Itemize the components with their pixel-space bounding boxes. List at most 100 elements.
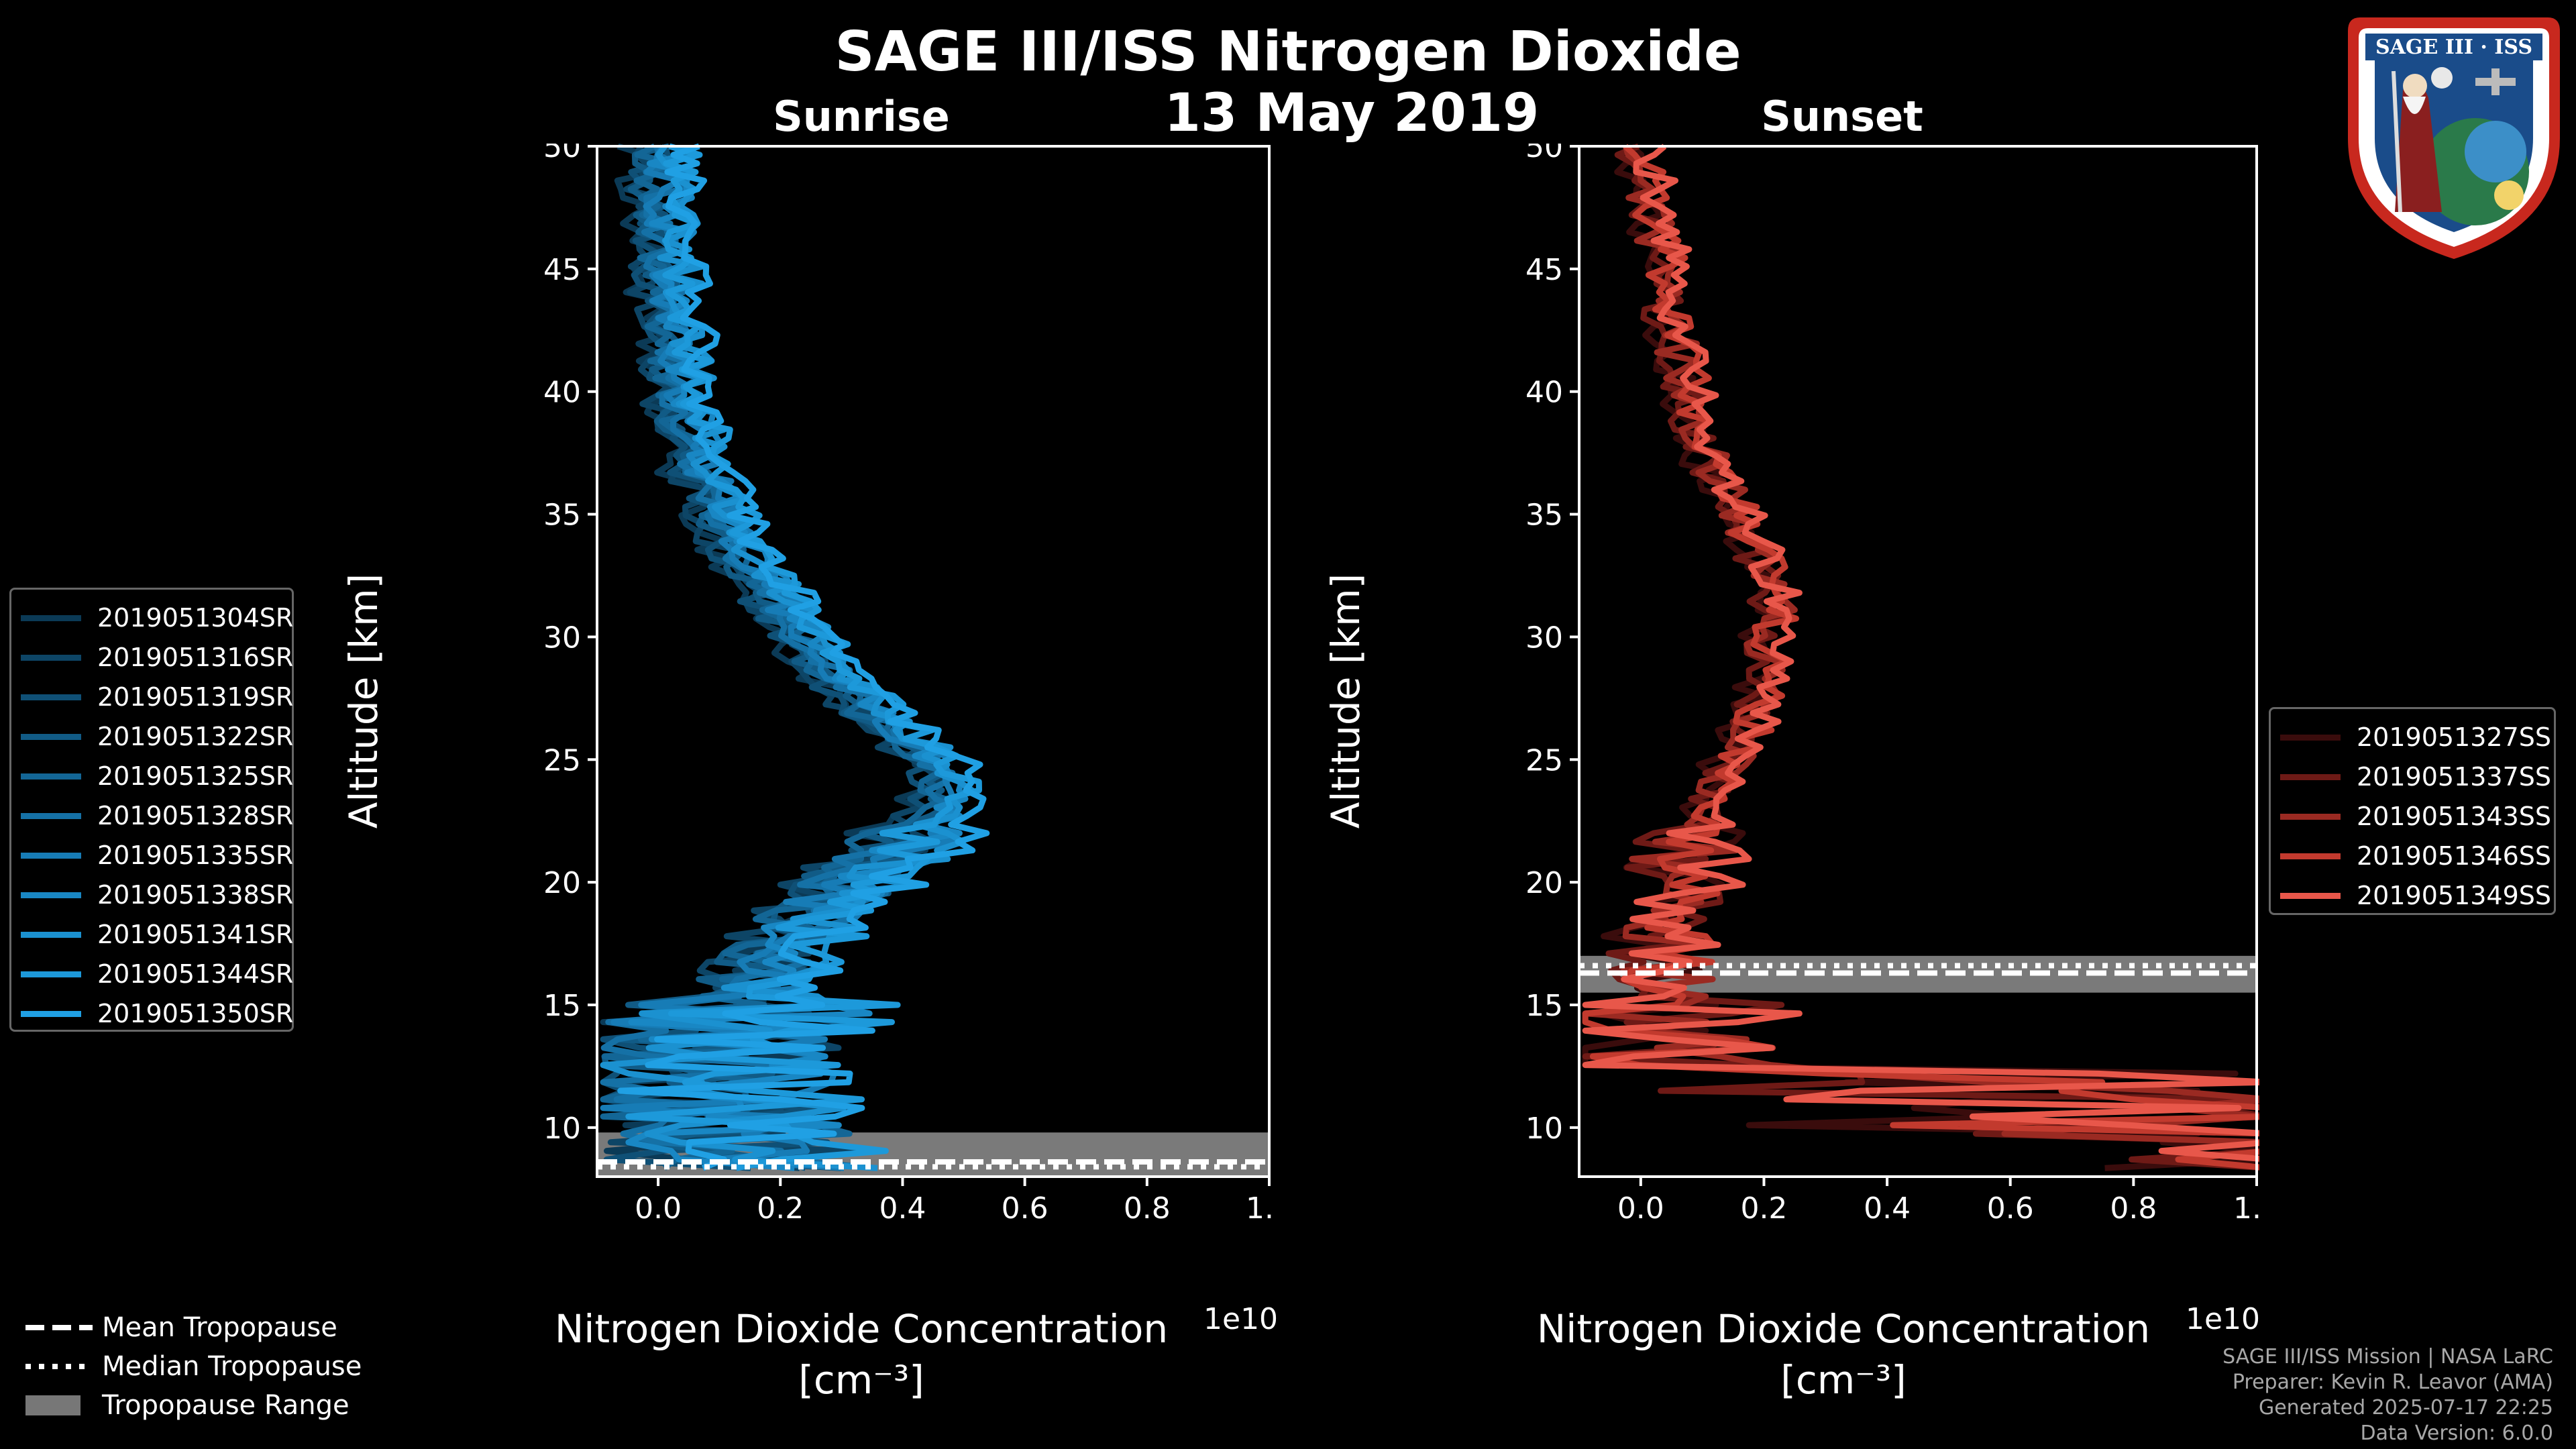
sunrise-legend-swatch	[21, 853, 81, 859]
sunset-y-tick-label: 45	[1525, 253, 1563, 287]
sunrise-x-tick-label: 0.0	[635, 1191, 682, 1226]
sunrise-legend-swatch	[21, 694, 81, 700]
sunrise-legend-item: 2019051316SR	[11, 639, 294, 676]
sunrise-y-tick-label: 15	[543, 989, 581, 1023]
sunrise-x-axis-unit: [cm⁻³]	[798, 1357, 924, 1403]
sunrise-y-tick-label: 25	[543, 743, 581, 777]
sunrise-x-tick-label: 0.8	[1124, 1191, 1171, 1226]
sunrise-legend-label: 2019051316SR	[97, 643, 294, 672]
sunrise-x-tick-label: 1.0	[1246, 1191, 1272, 1226]
sunrise-series-line-2019051344SR	[625, 144, 982, 1171]
sunrise-legend-swatch	[21, 615, 81, 621]
sunrise-legend-label: 2019051350SR	[97, 999, 294, 1028]
sunset-legend-swatch	[2280, 893, 2341, 899]
sunrise-x-tick-label: 0.6	[1002, 1191, 1049, 1226]
sunrise-y-tick-label: 20	[543, 866, 581, 900]
sunrise-y-tick-label: 30	[543, 621, 581, 655]
sunrise-legend-item: 2019051304SR	[11, 599, 294, 637]
main-title: SAGE III/ISS Nitrogen Dioxide	[835, 20, 1741, 84]
sunset-y-tick-label: 40	[1525, 376, 1563, 410]
sunrise-y-tick-label: 40	[543, 376, 581, 410]
sunrise-legend-item: 2019051338SR	[11, 876, 294, 914]
sunset-y-tick-label: 50	[1525, 144, 1563, 164]
sunrise-plot-frame	[596, 145, 1271, 1178]
sunset-legend-item: 2019051346SS	[2271, 837, 2554, 875]
sunrise-legend-label: 2019051319SR	[97, 682, 294, 712]
sunset-plot-frame	[1578, 145, 2258, 1178]
sunrise-legend-label: 2019051325SR	[97, 761, 294, 791]
sunset-series-line-2019051337SS	[1582, 144, 2259, 1171]
sunset-x-axis-unit: [cm⁻³]	[1780, 1357, 1907, 1403]
sunset-legend-swatch	[2280, 774, 2341, 780]
sunrise-legend-label: 2019051304SR	[97, 603, 294, 633]
sunset-panel-title: Sunset	[1761, 92, 1923, 141]
sunrise-legend-swatch	[21, 892, 81, 898]
sunrise-legend-swatch	[21, 813, 81, 819]
sunrise-legend: 2019051304SR 2019051316SR 2019051319SR 2019…	[9, 588, 294, 1032]
sunrise-legend-swatch	[21, 773, 81, 780]
sunrise-series-group	[600, 144, 990, 1171]
sunrise-legend-item: 2019051328SR	[11, 797, 294, 835]
sunrise-legend-label: 2019051328SR	[97, 801, 294, 830]
sunset-legend-swatch	[2280, 814, 2341, 820]
footer-credit-generated: Generated 2025-07-17 22:25	[2258, 1396, 2553, 1419]
sunrise-y-tick-label: 45	[543, 253, 581, 287]
sunset-x-tick-label: 0.0	[1617, 1191, 1664, 1226]
sunrise-legend-label: 2019051341SR	[97, 920, 294, 949]
sunset-x-axis-label: Nitrogen Dioxide Concentration	[1536, 1306, 2151, 1352]
sunset-legend-label: 2019051327SS	[2357, 722, 2552, 752]
sunset-plot: 10 15 20 25 30 35 40 45 50 0.0 0.2 0.4 0.6 0.8 1.0	[1525, 144, 2259, 1226]
sunrise-legend-item: 2019051322SR	[11, 718, 294, 755]
sunset-x-tick-label: 0.8	[2110, 1191, 2157, 1226]
mean-tropopause-swatch	[25, 1325, 93, 1330]
sunset-y-tick-label: 35	[1525, 498, 1563, 533]
sunset-legend-label: 2019051346SS	[2357, 841, 2552, 871]
sunrise-panel-title: Sunrise	[773, 92, 950, 141]
sunset-legend-item: 2019051337SS	[2271, 758, 2554, 796]
sunrise-y-tick-label: 10	[543, 1112, 581, 1146]
sage-iii-iss-logo: SAGE III · ISS	[2341, 11, 2567, 264]
sunset-y-tick-label: 25	[1525, 743, 1563, 777]
sunset-y-tick-label: 10	[1525, 1112, 1563, 1146]
sunrise-y-tick-label: 35	[543, 498, 581, 533]
sunrise-legend-swatch	[21, 971, 81, 977]
sunset-legend-label: 2019051337SS	[2357, 762, 2552, 792]
sunset-legend-item: 2019051343SS	[2271, 798, 2554, 835]
sunrise-x-tick-label: 0.2	[757, 1191, 804, 1226]
sunrise-legend-label: 2019051338SR	[97, 880, 294, 910]
tropopause-range-swatch	[25, 1395, 80, 1415]
sunrise-y-axis-label: Altitude [km]	[341, 573, 386, 829]
median-tropopause-label: Median Tropopause	[102, 1351, 362, 1382]
sunset-legend: 2019051327SS 2019051337SS 2019051343SS 2019…	[2269, 707, 2556, 915]
sunset-y-tick-label: 30	[1525, 621, 1563, 655]
sunset-x-tick-label: 0.6	[1987, 1191, 2034, 1226]
sunrise-legend-item: 2019051335SR	[11, 837, 293, 874]
sunset-series-group	[1582, 144, 2259, 1171]
tropopause-legend: Mean Tropopause Median Tropopause Tropop…	[20, 1308, 396, 1429]
logo-title-text: SAGE III · ISS	[2375, 36, 2532, 59]
sunset-y-axis-label: Altitude [km]	[1323, 573, 1368, 829]
sunrise-legend-label: 2019051322SR	[97, 722, 294, 751]
sunset-legend-item: 2019051327SS	[2271, 718, 2554, 756]
date-title: 13 May 2019	[1164, 83, 1540, 144]
sunset-y-tick-label: 20	[1525, 866, 1563, 900]
tropopause-range-label: Tropopause Range	[102, 1390, 350, 1421]
sunrise-legend-swatch	[21, 1011, 81, 1017]
sunset-x-tick-label: 0.2	[1740, 1191, 1787, 1226]
sunrise-legend-swatch	[21, 655, 81, 661]
sunrise-x-tick-label: 0.4	[879, 1191, 926, 1226]
median-tropopause-swatch	[25, 1364, 93, 1369]
sunset-legend-label: 2019051349SS	[2357, 881, 2552, 910]
sunrise-legend-swatch	[21, 734, 81, 740]
sunset-legend-swatch	[2280, 735, 2341, 741]
sunset-legend-label: 2019051343SS	[2357, 802, 2552, 831]
sunrise-legend-label: 2019051344SR	[97, 959, 294, 989]
sunrise-legend-item: 2019051319SR	[11, 678, 294, 716]
sunrise-series-line-2019051350SR	[617, 144, 990, 1171]
footer-credit-mission: SAGE III/ISS Mission | NASA LaRC	[2222, 1345, 2553, 1368]
sunrise-x-scale-label: 1e10	[1203, 1302, 1279, 1336]
sunrise-legend-item: 2019051325SR	[11, 757, 294, 795]
sunrise-legend-item: 2019051350SR	[11, 995, 294, 1032]
mission-patch-icon: SAGE III · ISS	[2348, 17, 2560, 259]
sunset-x-tick-label: 0.4	[1864, 1191, 1911, 1226]
